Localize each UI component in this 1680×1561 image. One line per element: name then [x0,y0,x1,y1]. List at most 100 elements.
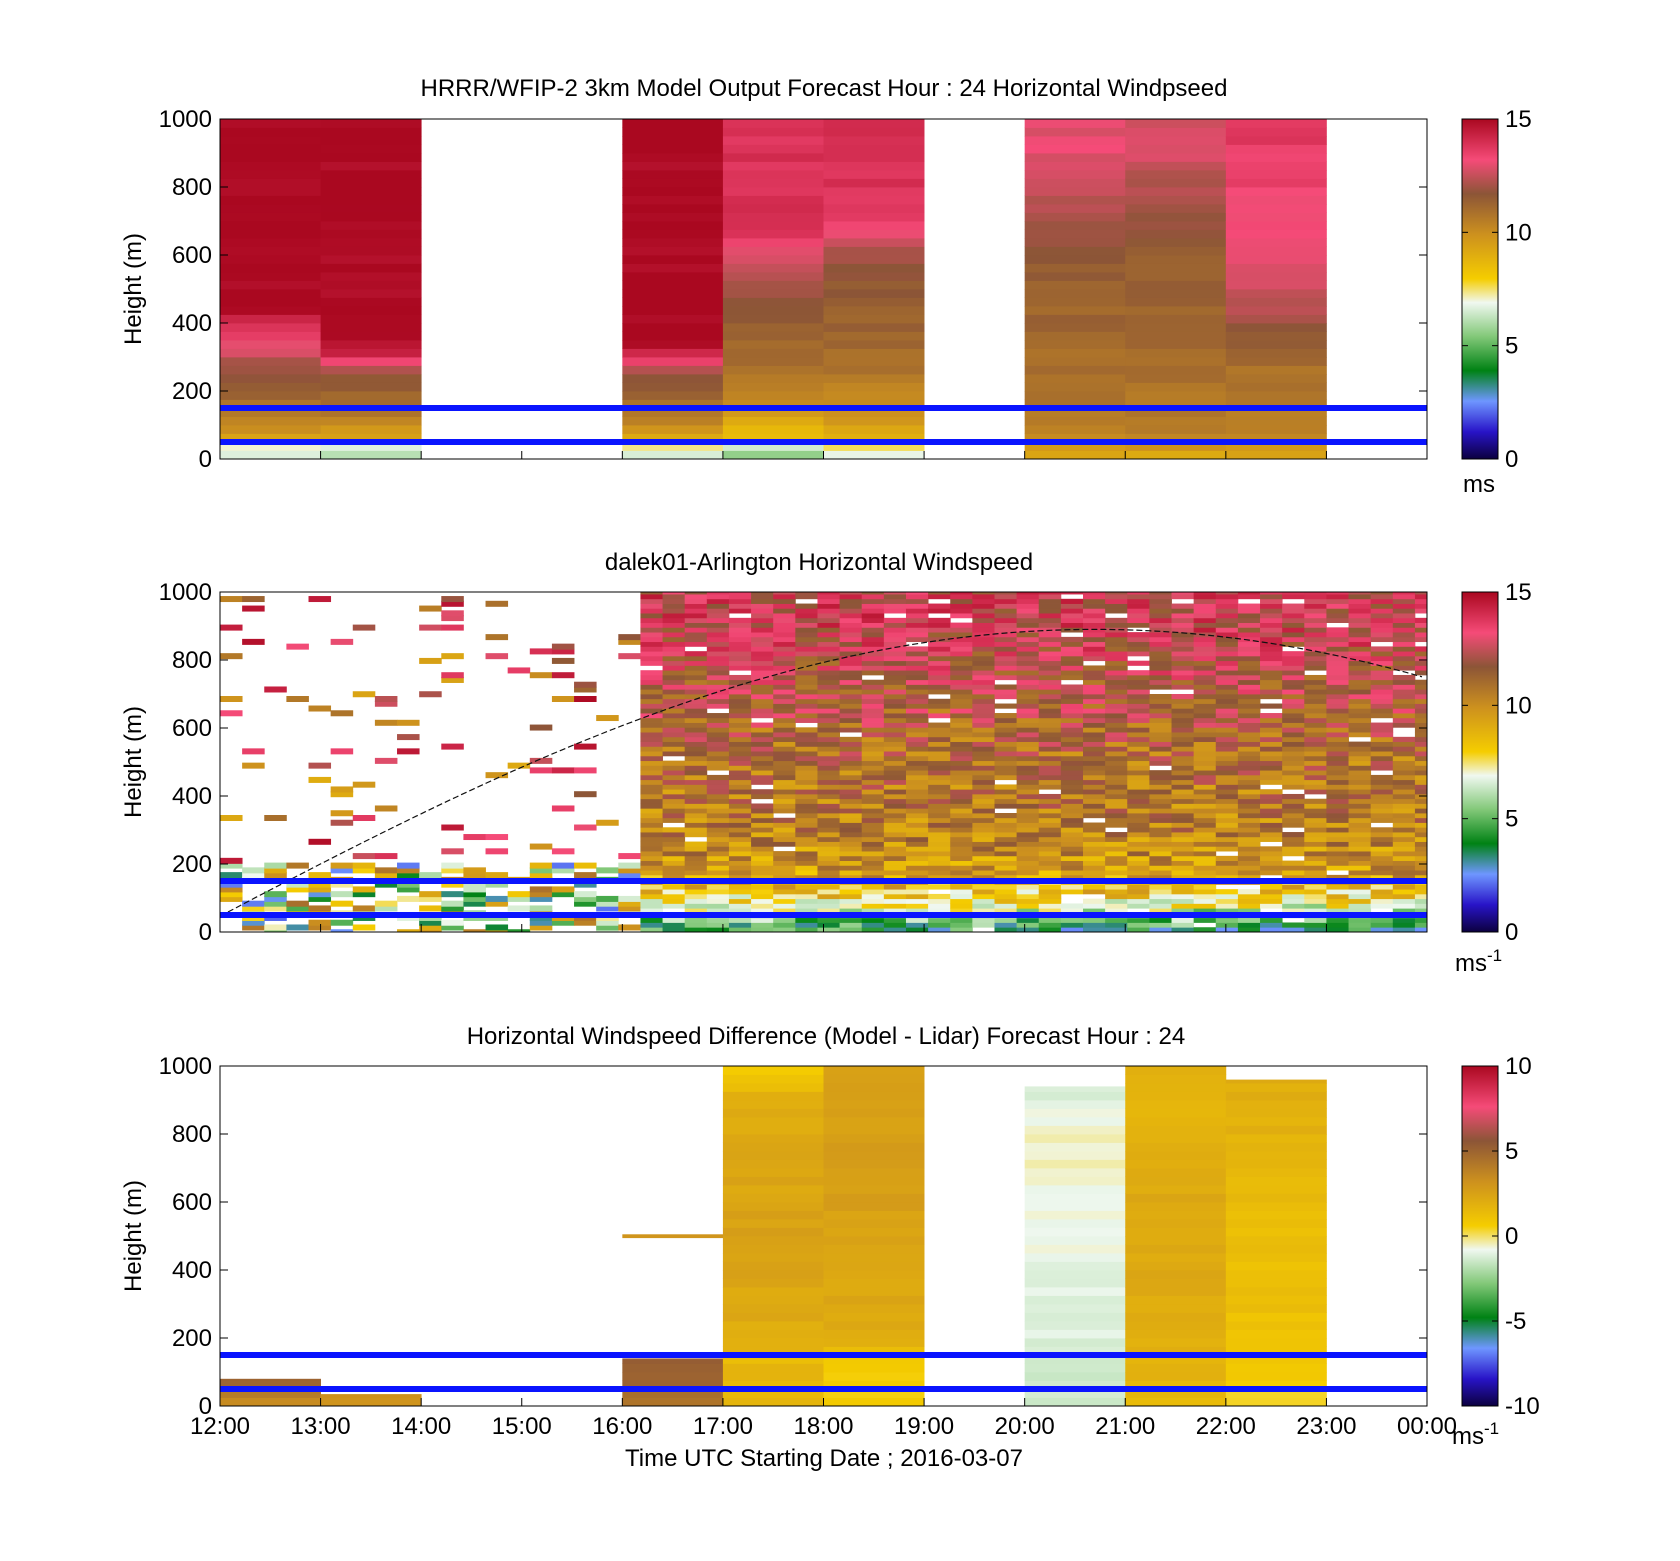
heatmap-cell [817,903,840,909]
heatmap-cell [220,374,321,383]
heatmap-cell [823,297,925,307]
heatmap-cell [861,760,885,766]
heatmap-cell [795,798,818,804]
heatmap-cell [662,736,686,742]
heatmap-cell [1149,774,1172,781]
heatmap-cell [1193,874,1217,881]
heatmap-cell [905,817,929,823]
heatmap-cell [1038,798,1062,804]
heatmap-cell [706,592,730,595]
heatmap-cell [1237,679,1261,685]
heatmap-cell [1149,841,1172,847]
heatmap-cell [1348,713,1372,719]
heatmap-cell [1127,603,1150,609]
heatmap-cell [1060,608,1084,614]
heatmap-cell [1171,746,1195,752]
heatmap-cell [773,865,796,871]
heatmap-cell [972,689,995,695]
heatmap-cell [1304,694,1327,700]
heatmap-cell [972,608,995,614]
heatmap-cell [640,717,663,723]
heatmap-cell [684,594,708,600]
heatmap-cell [1060,855,1084,861]
panel-model-xticks [219,451,1428,459]
heatmap-cell [883,765,907,771]
heatmap-cell [1060,603,1084,609]
heatmap-cell [662,836,686,842]
heatmap-cell [972,774,995,781]
heatmap-cell [1237,689,1261,695]
heatmap-cell [928,865,951,871]
heatmap-cell [928,713,951,719]
heatmap-cell [1282,717,1305,723]
heatmap-cell [972,827,995,833]
heatmap-cell [706,732,730,738]
heatmap-cell [1105,922,1128,928]
heatmap-cell [823,416,925,426]
heatmap-cell [286,881,309,888]
heatmap-cell [1326,817,1349,823]
heatmap-cell [795,755,818,762]
heatmap-cell [1392,779,1416,785]
heatmap-cell [1326,793,1349,800]
heatmap-cell [1083,708,1106,714]
heatmap-cell [1060,813,1084,819]
heatmap-cell [883,641,907,647]
heatmap-cell [507,891,531,898]
heatmap-cell [839,636,863,643]
heatmap-cell [662,613,686,619]
heatmap-cell [728,646,752,652]
heatmap-cell [618,867,641,874]
heatmap-cell [795,898,818,904]
heatmap-cell [507,762,531,769]
heatmap-cell [950,646,973,652]
heatmap-cell [1024,187,1126,196]
heatmap-cell [662,655,686,662]
heatmap-cell [1125,212,1227,222]
heatmap-cell [751,898,774,904]
heatmap-cell [640,689,663,695]
heatmap-cell [905,789,929,795]
heatmap-cell [1016,779,1040,785]
heatmap-cell [1326,679,1349,685]
heatmap-cell [308,596,332,603]
heatmap-cell [1125,195,1227,205]
heatmap-cell [1016,694,1040,700]
heatmap-cell [1237,927,1261,932]
heatmap-cell [722,1270,824,1279]
heatmap-cell [1370,617,1394,623]
heatmap-cell [795,703,818,709]
heatmap-cell [861,660,885,666]
heatmap-cell [397,881,420,888]
heatmap-cell [1304,746,1327,752]
heatmap-cell [1038,893,1062,900]
heatmap-cell [1392,774,1416,781]
heatmap-cell [1149,755,1172,762]
x-tick-label: 19:00 [894,1413,954,1440]
heatmap-cell [1260,736,1283,742]
heatmap-cell [839,760,863,766]
heatmap-cell [728,636,752,643]
heatmap-cell [1326,698,1349,704]
heatmap-cell [286,924,309,931]
heatmap-cell [640,732,663,738]
heatmap-cell [1083,646,1106,652]
heatmap-cell [1237,722,1261,728]
heatmap-cell [684,592,708,595]
heatmap-cell [1392,813,1416,819]
heatmap-cell [1016,746,1040,752]
heatmap-cell [706,784,730,790]
heatmap-cell [1348,874,1372,881]
heatmap-cell [441,881,464,888]
panel-lidar-title: dalek01-Arlington Horizontal Windspeed [605,549,1033,576]
heatmap-cell [883,832,907,838]
heatmap-cell [1414,760,1427,766]
heatmap-cell [330,867,354,874]
heatmap-cell [773,717,796,723]
heatmap-cell [1370,727,1394,733]
heatmap-cell [320,170,422,179]
heatmap-cell [972,898,995,904]
heatmap-cell [1326,841,1349,847]
heatmap-cell [1083,679,1106,685]
heatmap-cell [1414,655,1427,662]
